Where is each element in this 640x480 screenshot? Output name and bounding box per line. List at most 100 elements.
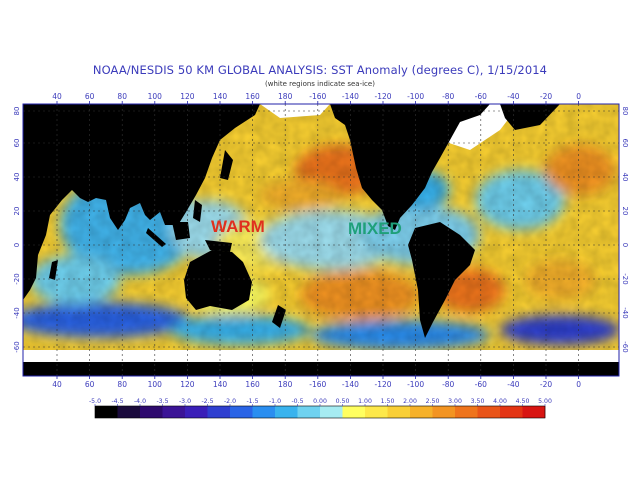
lat-label-left: 40 xyxy=(13,173,21,182)
colorbar-swatch xyxy=(410,406,433,418)
lat-label-right: -20 xyxy=(621,273,629,284)
lon-label-bottom: 100 xyxy=(148,380,163,389)
lon-label-bottom: 0 xyxy=(576,380,581,389)
colorbar-label: 4.50 xyxy=(516,398,530,405)
lat-label-right: 40 xyxy=(621,173,629,182)
lat-label-right: 80 xyxy=(621,107,629,116)
lon-label-bottom: -60 xyxy=(475,380,487,389)
colorbar-label: 2.00 xyxy=(403,398,417,405)
colorbar-label: -0.5 xyxy=(291,398,303,405)
colorbar-swatch xyxy=(185,406,208,418)
lat-label-left: 0 xyxy=(13,243,21,247)
sumatra xyxy=(146,228,166,247)
colorbar-swatch xyxy=(477,406,501,418)
lat-label-left: -40 xyxy=(13,307,21,318)
colorbar-label: -1.5 xyxy=(246,398,258,405)
lon-label-top: -140 xyxy=(342,92,359,101)
colorbar-swatch xyxy=(432,406,456,418)
colorbar-label: -2.0 xyxy=(224,398,236,405)
lon-label-top: -100 xyxy=(407,92,424,101)
colorbar-swatch xyxy=(297,406,321,418)
colorbar-swatch xyxy=(522,406,546,418)
new-guinea xyxy=(205,240,232,252)
lon-label-top: -20 xyxy=(540,92,552,101)
lon-label-top: 60 xyxy=(85,92,95,101)
madagascar xyxy=(49,260,58,280)
north-america xyxy=(330,104,490,230)
lat-label-left: 80 xyxy=(13,107,21,116)
colorbar-label: 4.00 xyxy=(493,398,507,405)
colorbar-label: 3.00 xyxy=(448,398,462,405)
philippines xyxy=(193,200,202,222)
lat-label-left: 60 xyxy=(13,139,21,148)
lon-label-top: 140 xyxy=(213,92,228,101)
colorbar-swatch xyxy=(500,406,523,418)
colorbar-label: 2.50 xyxy=(426,398,440,405)
lon-label-top: -120 xyxy=(374,92,391,101)
colorbar-label: -3.0 xyxy=(179,398,191,405)
lon-label-top: 0 xyxy=(576,92,581,101)
lat-label-left: -20 xyxy=(13,273,21,284)
lon-label-bottom: -80 xyxy=(442,380,454,389)
lon-label-bottom: -40 xyxy=(507,380,519,389)
lon-label-bottom: 60 xyxy=(85,380,95,389)
lon-label-bottom: -140 xyxy=(342,380,359,389)
south-america xyxy=(408,222,475,338)
mixed-annotation: MIXED xyxy=(348,219,402,238)
lat-label-right: 0 xyxy=(621,243,629,247)
lat-label-left: -60 xyxy=(13,341,21,352)
lon-label-top: 160 xyxy=(245,92,260,101)
lon-label-top: -160 xyxy=(309,92,326,101)
warm-annotation: WARM xyxy=(211,217,265,236)
lat-label-right: 60 xyxy=(621,139,629,148)
colorbar-label: 0.00 xyxy=(313,398,327,405)
lon-label-bottom: -20 xyxy=(540,380,552,389)
lon-label-top: -80 xyxy=(442,92,454,101)
colorbar: -5.0 -4.5 -4.0 -3.5 -3.0 -2.5 -2.0 -1.5 -1.0 -0.5… xyxy=(89,398,552,419)
colorbar-swatch xyxy=(162,406,186,418)
lon-label-top: 40 xyxy=(52,92,62,101)
land-layer xyxy=(23,104,619,376)
lon-label-top: 180 xyxy=(278,92,293,101)
colorbar-label: 1.00 xyxy=(358,398,372,405)
colorbar-swatch xyxy=(140,406,163,418)
colorbar-label: 1.50 xyxy=(381,398,395,405)
lon-label-bottom: 40 xyxy=(52,380,62,389)
colorbar-label: -4.5 xyxy=(111,398,123,405)
eurasia-africa xyxy=(23,104,260,300)
map-subtitle: (white regions indicate sea-ice) xyxy=(265,80,375,88)
colorbar-label: 0.50 xyxy=(336,398,350,405)
lat-label-right: 20 xyxy=(621,207,629,216)
antarctica xyxy=(23,362,619,376)
greenland xyxy=(500,104,560,130)
lon-label-bottom: 140 xyxy=(213,380,228,389)
colorbar-swatch xyxy=(230,406,253,418)
lon-label-bottom: 180 xyxy=(278,380,293,389)
australia xyxy=(184,250,252,310)
colorbar-swatch xyxy=(252,406,276,418)
colorbar-label: -3.5 xyxy=(156,398,168,405)
lon-label-top: 120 xyxy=(180,92,195,101)
lat-label-left: 20 xyxy=(13,207,21,216)
colorbar-swatch xyxy=(387,406,411,418)
colorbar-swatch xyxy=(320,406,343,418)
colorbar-swatch xyxy=(95,406,118,418)
lon-label-top: -60 xyxy=(475,92,487,101)
colorbar-swatch xyxy=(207,406,231,418)
lon-label-bottom: -100 xyxy=(407,380,424,389)
lat-label-right: -40 xyxy=(621,307,629,318)
lat-label-right: -60 xyxy=(621,341,629,352)
colorbar-label: -4.0 xyxy=(134,398,146,405)
graticule xyxy=(23,104,619,376)
colorbar-swatch xyxy=(117,406,141,418)
colorbar-label: -2.5 xyxy=(201,398,213,405)
map-frame xyxy=(22,103,620,377)
colorbar-swatch xyxy=(455,406,478,418)
colorbar-swatch xyxy=(365,406,388,418)
lon-label-bottom: 160 xyxy=(245,380,260,389)
lon-label-bottom: 80 xyxy=(117,380,127,389)
lon-label-top: 80 xyxy=(117,92,127,101)
lon-label-top: -40 xyxy=(507,92,519,101)
colorbar-label: -1.0 xyxy=(269,398,281,405)
